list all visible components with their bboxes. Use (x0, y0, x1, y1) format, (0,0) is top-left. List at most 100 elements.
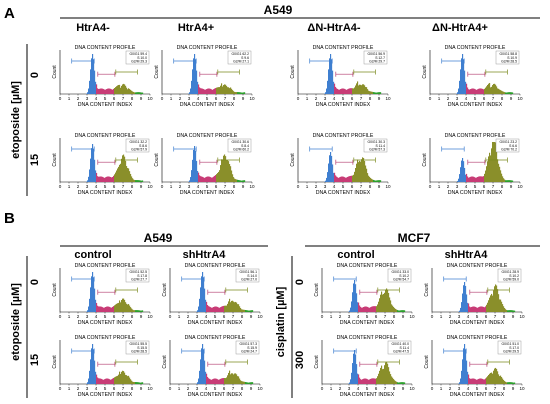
histogram-bar (361, 159, 363, 182)
histogram-bar (229, 88, 231, 94)
x-tick-label: 9 (140, 314, 143, 319)
histogram-bar (96, 374, 98, 384)
histogram-bar (248, 382, 250, 384)
histogram-bar (478, 307, 480, 312)
x-tick-label: 6 (113, 386, 116, 391)
histogram-bar (108, 176, 110, 182)
histogram-bar (113, 377, 115, 384)
x-tick-label: 9 (140, 96, 143, 101)
histogram-bar (206, 89, 208, 94)
histogram-bar (123, 371, 125, 384)
histogram-bar (364, 306, 366, 312)
histogram-bar (103, 177, 105, 182)
histogram-bar (90, 158, 92, 182)
histogram-bar (499, 166, 501, 182)
histogram-bar (338, 177, 340, 182)
histogram-bar (357, 373, 359, 384)
histogram-bar (240, 92, 242, 94)
histogram-bar (88, 306, 90, 312)
histogram-bar (336, 176, 338, 182)
histogram-bar (127, 304, 129, 312)
histogram-bar (460, 307, 462, 312)
dose-label-15-a: 15 (29, 154, 41, 166)
histogram-bar (107, 378, 109, 384)
x-tick-label: 3 (86, 184, 89, 189)
histogram-bar (462, 359, 464, 384)
histogram-bar (373, 306, 375, 312)
histogram-bar (217, 306, 219, 312)
histogram-bar (134, 310, 136, 312)
histogram-bar (199, 370, 201, 384)
x-tick-label: 1 (178, 314, 181, 319)
x-tick-label: 8 (131, 184, 134, 189)
stats-line: S 17.8 (137, 274, 147, 278)
histogram-bar (366, 168, 368, 182)
histogram-bar (223, 155, 225, 182)
histogram-bar (370, 378, 372, 384)
histogram-bar (88, 88, 90, 94)
histogram-bar (495, 142, 497, 182)
histogram-bar (89, 298, 91, 312)
histogram-bar (400, 310, 402, 312)
histogram-bar (376, 180, 378, 182)
histogram-bar (91, 276, 93, 312)
histogram-bar (325, 180, 327, 182)
histogram-bar (108, 88, 110, 94)
histogram-bar (385, 362, 387, 384)
histogram-bar (241, 92, 243, 94)
histogram-bar (110, 379, 112, 384)
histogram-bar (480, 306, 482, 312)
histogram-bar (127, 376, 129, 384)
x-axis-label: DNA CONTENT INDEX (316, 190, 371, 196)
x-axis-label: DNA CONTENT INDEX (340, 320, 395, 326)
histogram-bar (87, 310, 89, 312)
histogram-bar (232, 300, 234, 312)
histogram-bar (129, 171, 131, 182)
histogram-bar (327, 80, 329, 94)
histogram-bar (131, 380, 133, 384)
stats-line: G0/G1 33.0 (391, 270, 409, 274)
histogram-bar (399, 382, 401, 384)
histogram-bar (222, 378, 224, 384)
histogram-bar (468, 89, 470, 94)
histogram-bar (349, 382, 351, 384)
x-tick-label: 2 (77, 96, 80, 101)
histogram-bar (491, 372, 493, 384)
x-tick-label: 10 (257, 314, 263, 319)
histogram-bar (475, 89, 477, 94)
x-tick-label: 4 (197, 96, 200, 101)
histogram-bar (224, 378, 226, 384)
histogram-bar (508, 382, 510, 384)
stats-line: G2/M 59.0 (503, 278, 519, 282)
histogram-bar (366, 378, 368, 384)
stats-box (125, 50, 150, 65)
histogram-bar (507, 180, 509, 182)
histogram-bar (467, 176, 469, 182)
histogram-bar (380, 367, 382, 384)
stats-box (125, 340, 150, 355)
x-tick-label: 8 (503, 386, 506, 391)
histogram-bar (226, 305, 228, 312)
histogram-bar (228, 161, 230, 182)
histogram-bar (112, 89, 114, 94)
x-tick-label: 0 (429, 96, 432, 101)
x-tick-label: 2 (315, 96, 318, 101)
histogram-bar (371, 91, 373, 94)
histogram-bar (360, 379, 362, 384)
histogram-bar (204, 177, 206, 182)
histogram-bar (114, 377, 116, 384)
x-tick-label: 6 (375, 386, 378, 391)
stats-box (227, 50, 252, 65)
histogram-bar (485, 87, 487, 94)
histogram-bar (88, 378, 90, 384)
histogram-bar (503, 91, 505, 94)
histogram-bar (210, 88, 212, 94)
histogram-bar (243, 180, 245, 182)
x-tick-label: 2 (449, 386, 452, 391)
histogram-bar (203, 89, 205, 94)
histogram-bar (189, 92, 191, 94)
histogram-bar (509, 310, 511, 312)
histogram-bar (379, 298, 381, 312)
histogram-bar (400, 382, 402, 384)
histogram-bar (337, 177, 339, 182)
